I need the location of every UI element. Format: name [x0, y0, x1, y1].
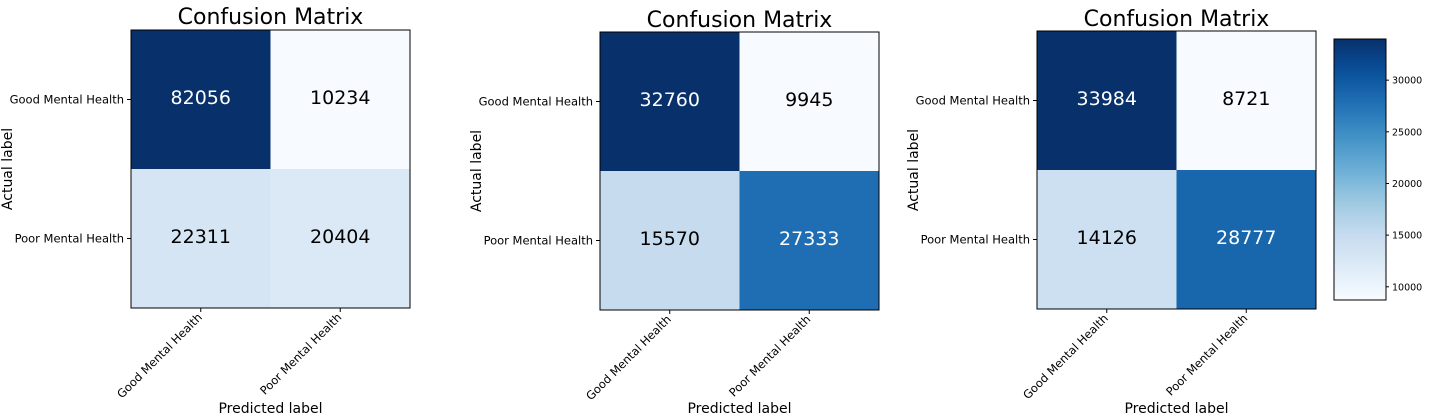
y-tick-label: Good Mental Health: [916, 94, 1030, 108]
y-tick-label: Good Mental Health: [10, 93, 124, 107]
plot-frame: [130, 29, 411, 309]
cell-value-label: 14126: [1077, 227, 1137, 249]
heatmap-cell: [1176, 31, 1316, 170]
heatmap-cell: [1037, 170, 1177, 309]
cell-value-label: 32760: [640, 89, 700, 111]
y-axis-label: Actual label: [0, 128, 16, 210]
heatmap-cell: [739, 171, 879, 310]
heatmap-cell: [1176, 170, 1316, 309]
confusion-matrix-3: 33984 8721 14126 28777 Confusion Matrix Good …: [906, 7, 1317, 417]
colorbar-gradient: [1333, 38, 1387, 301]
heatmap-cell: [600, 32, 740, 171]
plot-frame: [599, 31, 880, 311]
y-tick-label: Poor Mental Health: [484, 234, 593, 248]
chart-title: Confusion Matrix: [647, 8, 833, 33]
heatmap-cell: [1037, 31, 1177, 170]
x-tick-label: Good Mental Health: [114, 310, 205, 401]
colorbar-tick-label: 25000: [1392, 127, 1422, 138]
heatmap-cell: [739, 32, 879, 171]
x-axis-label: Predicted label: [1124, 401, 1228, 417]
heatmap-cell: [270, 169, 410, 308]
colorbar: 10000 15000 20000 25000 30000: [1333, 38, 1422, 301]
cell-value-label: 33984: [1077, 88, 1137, 110]
plot-frame: [1036, 30, 1317, 310]
cell-value-label: 82056: [171, 87, 231, 109]
heatmap-cell: [600, 171, 740, 310]
confusion-matrix-2: 32760 9945 15570 27333 Confusion Matrix Good …: [469, 8, 880, 417]
cell-value-label: 8721: [1222, 88, 1270, 110]
cell-value-label: 20404: [310, 226, 370, 248]
x-axis-label: Predicted label: [218, 401, 322, 417]
x-tick-label: Poor Mental Health: [257, 310, 344, 397]
y-axis-label: Actual label: [469, 130, 485, 212]
x-axis-label: Predicted label: [687, 401, 791, 417]
x-tick-label: Good Mental Health: [583, 312, 674, 403]
y-tick-label: Poor Mental Health: [921, 233, 1030, 247]
colorbar-tick-label: 15000: [1392, 231, 1422, 242]
colorbar-tick-label: 30000: [1392, 76, 1422, 87]
colorbar-tick-label: 10000: [1392, 282, 1422, 293]
cell-value-label: 28777: [1216, 227, 1276, 249]
x-tick-label: Poor Mental Health: [726, 312, 813, 399]
y-tick-label: Good Mental Health: [479, 95, 593, 109]
y-tick-label: Poor Mental Health: [15, 232, 124, 246]
cell-value-label: 27333: [779, 228, 839, 250]
cell-value-label: 15570: [640, 228, 700, 250]
heatmap-cell: [270, 30, 410, 169]
heatmap-cell: [131, 30, 271, 169]
cell-value-label: 22311: [171, 226, 231, 248]
chart-title: Confusion Matrix: [1084, 7, 1270, 32]
colorbar-tick-label: 20000: [1392, 179, 1422, 190]
cell-value-label: 9945: [785, 89, 833, 111]
chart-title: Confusion Matrix: [178, 5, 364, 30]
y-axis-label: Actual label: [906, 129, 922, 211]
confusion-matrix-1: 82056 10234 22311 20404 Confusion Matrix Good…: [0, 5, 411, 417]
heatmap-cell: [131, 169, 271, 308]
x-tick-label: Poor Mental Health: [1163, 311, 1250, 398]
cell-value-label: 10234: [310, 87, 370, 109]
x-tick-label: Good Mental Health: [1020, 311, 1111, 402]
